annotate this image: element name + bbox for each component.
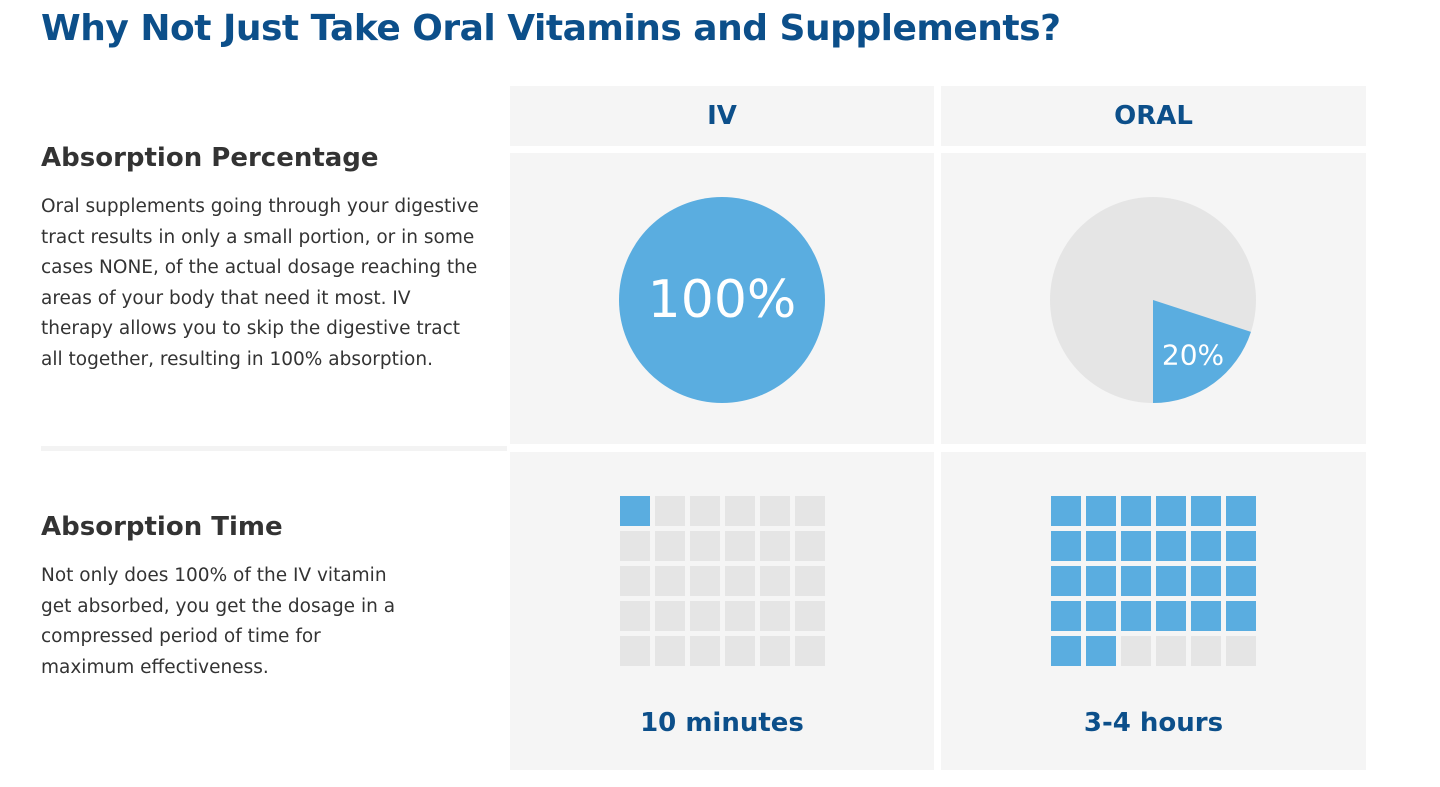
- empty-square: [690, 636, 720, 666]
- empty-square: [725, 496, 755, 526]
- filled-square: [1086, 566, 1116, 596]
- empty-square: [620, 636, 650, 666]
- iv-duration-label: 10 minutes: [640, 708, 804, 738]
- empty-square: [620, 566, 650, 596]
- column-header-oral: ORAL: [941, 86, 1366, 146]
- empty-square: [760, 636, 790, 666]
- filled-square: [1051, 636, 1081, 666]
- empty-square: [725, 601, 755, 631]
- filled-square: [1191, 566, 1221, 596]
- filled-square: [1226, 531, 1256, 561]
- filled-square: [1156, 496, 1186, 526]
- filled-square: [1051, 566, 1081, 596]
- empty-square: [1156, 636, 1186, 666]
- page-title: Why Not Just Take Oral Vitamins and Supp…: [41, 8, 1061, 49]
- empty-square: [690, 601, 720, 631]
- pie-label: 20%: [1162, 339, 1224, 372]
- filled-square: [1191, 531, 1221, 561]
- filled-square: [1051, 601, 1081, 631]
- empty-square: [795, 566, 825, 596]
- empty-square: [655, 531, 685, 561]
- empty-square: [1121, 636, 1151, 666]
- iv-pie-chart: 100%: [619, 197, 825, 403]
- oral-time-grid: [1051, 496, 1256, 666]
- filled-square: [1226, 496, 1256, 526]
- row-description-absorption-time: Not only does 100% of the IV vitamin get…: [41, 565, 396, 678]
- row-description-absorption-percentage: Oral supplements going through your dige…: [41, 196, 479, 370]
- filled-square: [1191, 601, 1221, 631]
- row-title-absorption-percentage: Absorption Percentage: [41, 143, 379, 173]
- filled-square: [1086, 601, 1116, 631]
- iv-time-grid: [620, 496, 825, 666]
- filled-square: [1156, 531, 1186, 561]
- empty-square: [1191, 636, 1221, 666]
- empty-square: [690, 531, 720, 561]
- empty-square: [655, 636, 685, 666]
- filled-square: [1051, 496, 1081, 526]
- empty-square: [760, 496, 790, 526]
- filled-square: [1086, 496, 1116, 526]
- empty-square: [620, 601, 650, 631]
- empty-square: [760, 566, 790, 596]
- iv-absorption-time-cell: 10 minutes: [510, 452, 934, 770]
- empty-square: [795, 496, 825, 526]
- empty-square: [795, 601, 825, 631]
- empty-square: [1226, 636, 1256, 666]
- empty-square: [760, 601, 790, 631]
- filled-square: [1121, 531, 1151, 561]
- filled-square: [1121, 566, 1151, 596]
- oral-absorption-percentage-cell: 20%: [941, 153, 1366, 444]
- filled-square: [620, 496, 650, 526]
- filled-square: [1086, 636, 1116, 666]
- empty-square: [690, 496, 720, 526]
- empty-square: [655, 601, 685, 631]
- empty-square: [795, 636, 825, 666]
- empty-square: [725, 566, 755, 596]
- oral-pie-chart: 20%: [1050, 197, 1256, 403]
- filled-square: [1156, 566, 1186, 596]
- row-title-absorption-time: Absorption Time: [41, 512, 283, 542]
- filled-square: [1226, 566, 1256, 596]
- column-header-iv: IV: [510, 86, 934, 146]
- pie-slice: [1153, 300, 1251, 403]
- filled-square: [1121, 496, 1151, 526]
- empty-square: [760, 531, 790, 561]
- empty-square: [795, 531, 825, 561]
- empty-square: [725, 531, 755, 561]
- filled-square: [1121, 601, 1151, 631]
- pie-label: 100%: [648, 270, 797, 330]
- oral-duration-label: 3-4 hours: [1083, 708, 1224, 738]
- empty-square: [620, 531, 650, 561]
- oral-absorption-time-cell: 3-4 hours: [941, 452, 1366, 770]
- empty-square: [690, 566, 720, 596]
- empty-square: [725, 636, 755, 666]
- empty-square: [655, 566, 685, 596]
- filled-square: [1086, 531, 1116, 561]
- filled-square: [1226, 601, 1256, 631]
- row-divider: [41, 446, 507, 451]
- filled-square: [1191, 496, 1221, 526]
- empty-square: [655, 496, 685, 526]
- iv-absorption-percentage-cell: 100%: [510, 153, 934, 444]
- pie-background: [619, 197, 825, 403]
- filled-square: [1156, 601, 1186, 631]
- filled-square: [1051, 531, 1081, 561]
